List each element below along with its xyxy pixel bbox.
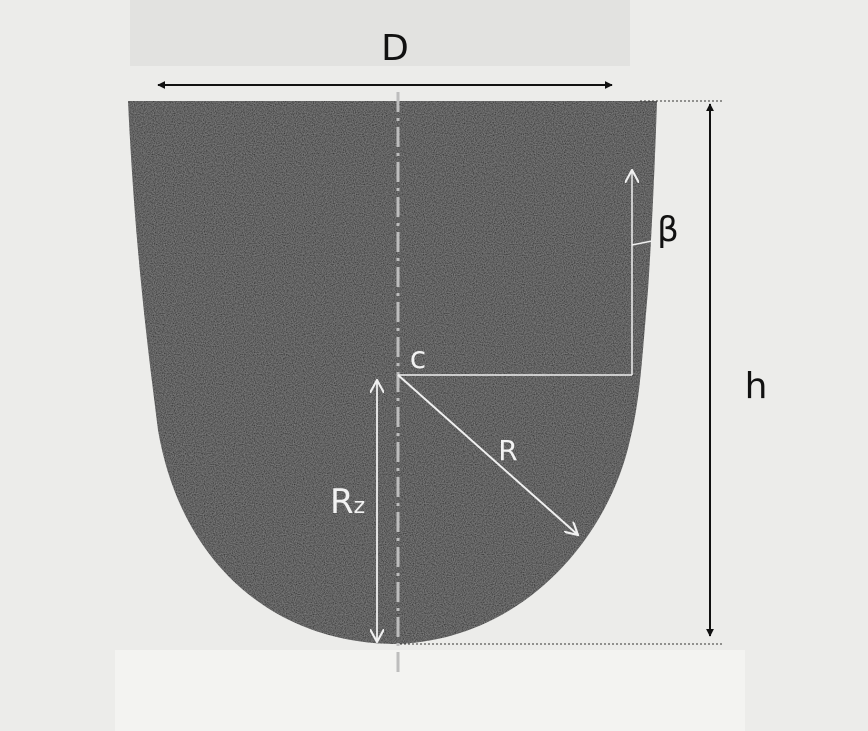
height-label: h [745,366,768,407]
background-band-bottom [115,650,745,731]
radius-z-sub: z [354,494,366,519]
radius-z-label: Rz [330,482,365,522]
radius-label: R [498,434,517,467]
beta-label: β [657,210,679,250]
radius-arrow [397,374,578,535]
diameter-label: D [381,28,409,69]
background-band-top [130,0,630,66]
beta-tick [631,240,653,246]
center-label: c [410,341,427,376]
specimen-body [128,101,657,644]
radius-z-main: R [330,482,354,522]
